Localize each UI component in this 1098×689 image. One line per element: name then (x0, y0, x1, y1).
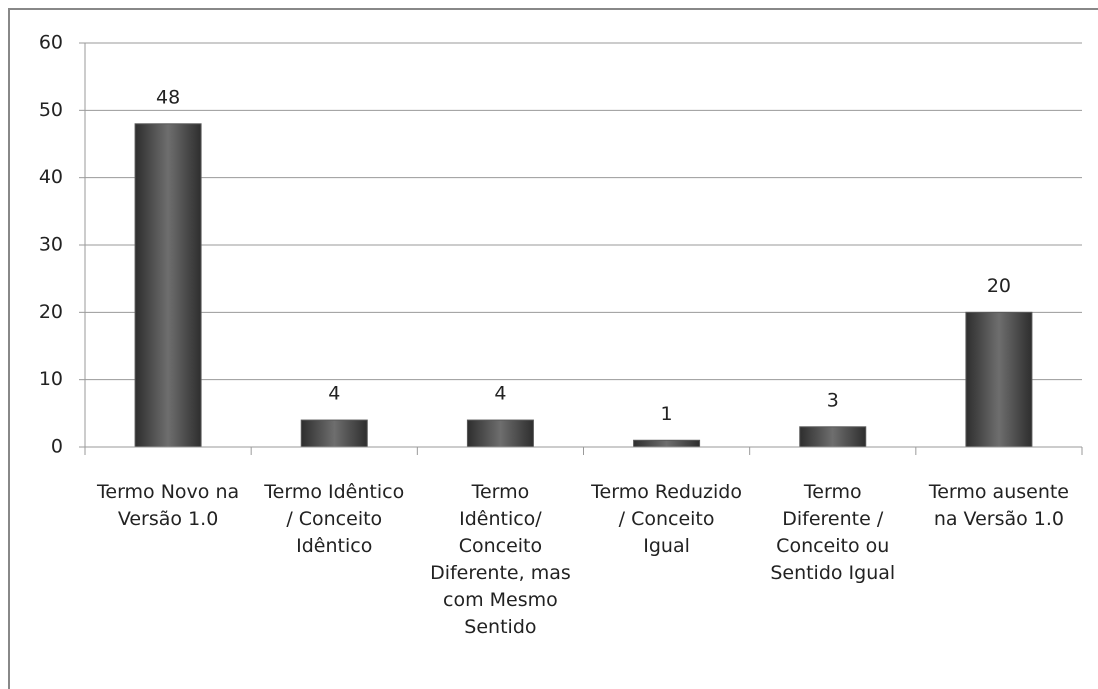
bar (134, 123, 202, 448)
data-label: 48 (156, 86, 180, 108)
bar (799, 426, 867, 448)
data-label: 20 (987, 275, 1011, 297)
x-tick-label: Termo Diferente / Conceito ou Sentido Igual (770, 481, 895, 584)
x-tick-label: Termo Idêntico/Conceito Diferente, mas com … (430, 481, 571, 638)
data-label: 4 (328, 383, 340, 405)
data-label: 3 (827, 389, 839, 411)
bar (965, 311, 1033, 448)
x-tick-label: Termo Idêntico / Conceito Idêntico (263, 481, 404, 557)
y-tick-label: 50 (39, 99, 63, 121)
y-tick-label: 0 (51, 436, 63, 458)
x-tick-label: Termo Reduzido / Conceito Igual (590, 481, 742, 557)
data-label: 4 (494, 383, 506, 405)
bar (633, 439, 701, 448)
y-tick-label: 40 (39, 166, 63, 188)
y-tick-label: 20 (39, 301, 63, 323)
y-tick-label: 60 (39, 32, 63, 54)
y-tick-label: 30 (39, 234, 63, 256)
bar (300, 419, 368, 448)
frame (8, 8, 1098, 689)
y-tick-label: 10 (39, 368, 63, 390)
x-tick-label: Termo Novo na Versão 1.0 (96, 481, 239, 530)
bar (466, 419, 534, 448)
x-tick-label: Termo ausente na Versão 1.0 (928, 481, 1069, 530)
data-label: 1 (661, 403, 673, 425)
